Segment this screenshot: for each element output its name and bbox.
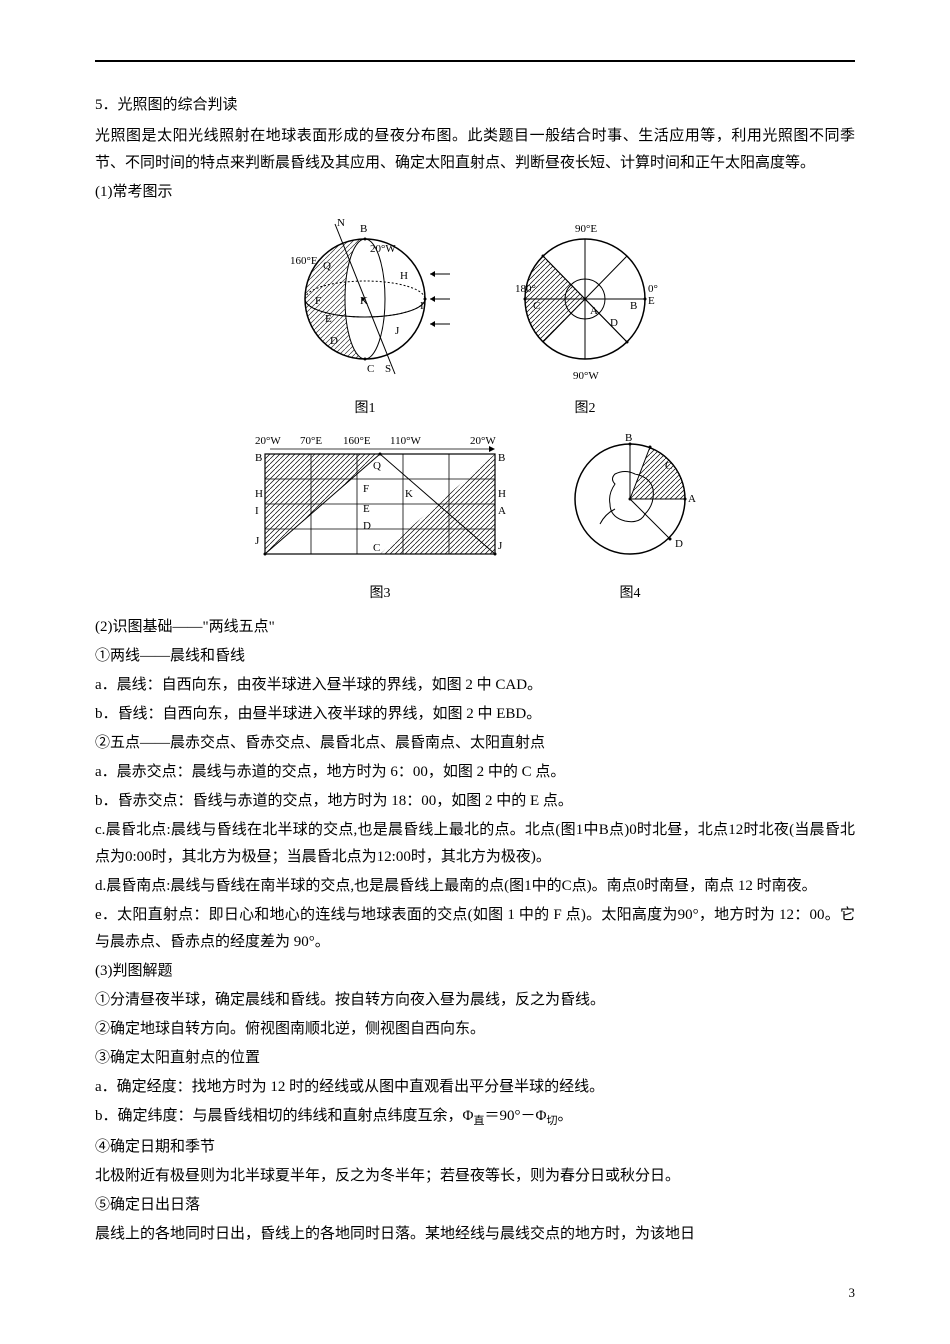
svg-text:160°E: 160°E	[290, 255, 318, 267]
svg-text:K: K	[405, 488, 413, 500]
svg-text:D: D	[330, 335, 338, 347]
svg-text:E: E	[363, 503, 370, 515]
svg-text:A: A	[688, 493, 696, 505]
step2: ②确定地球自转方向。俯视图南顺北逆，侧视图自西向东。	[95, 1016, 855, 1043]
step5: ⑤确定日出日落	[95, 1192, 855, 1219]
step5-text: 晨线上的各地同时日出，昏线上的各地同时日落。某地经线与晨线交点的地方时，为该地日	[95, 1221, 855, 1248]
svg-text:160°E: 160°E	[343, 435, 371, 447]
svg-text:J: J	[395, 325, 400, 337]
diagrams-row-1: N B 160°E Q H F K I E J D C S 20°W 图1	[95, 214, 855, 606]
section-5-intro: 光照图是太阳光线照射在地球表面形成的昼夜分布图。此类题目一般结合时事、生活应用等…	[95, 123, 855, 177]
svg-text:70°E: 70°E	[300, 435, 322, 447]
sub1-title: (1)常考图示	[95, 179, 855, 206]
svg-text:20°W: 20°W	[370, 243, 396, 255]
fig2-label: 图2	[495, 396, 675, 421]
svg-text:B: B	[498, 452, 505, 464]
step3b-suffix: 。	[557, 1108, 572, 1124]
sub2-title: (2)识图基础——"两线五点"	[95, 614, 855, 641]
figure-1: N B 160°E Q H F K I E J D C S 20°W 图1	[275, 214, 455, 421]
svg-text:H: H	[400, 270, 408, 282]
svg-text:B: B	[255, 452, 262, 464]
step3-b: b．确定纬度：与晨昏线相切的纬线和直射点纬度互余，Φ直＝90°－Φ切。	[95, 1103, 855, 1132]
step1: ①分清昼夜半球，确定晨线和昏线。按自转方向夜入昼为晨线，反之为昏线。	[95, 987, 855, 1014]
svg-text:A: A	[498, 505, 506, 517]
svg-text:B: B	[630, 300, 637, 312]
svg-text:Q: Q	[373, 460, 381, 472]
page-number: 3	[849, 1281, 856, 1304]
figure-3: 20°W 70°E 160°E 110°W 20°W B B Q H H F K…	[245, 429, 515, 606]
step3b-mid: ＝90°－Φ	[484, 1108, 546, 1124]
svg-text:J: J	[498, 540, 503, 552]
svg-text:180°: 180°	[515, 283, 536, 295]
line1-a: a．晨线：自西向东，由夜半球进入昼半球的界线，如图 2 中 CAD。	[95, 672, 855, 699]
svg-text:I: I	[420, 300, 424, 312]
svg-text:H: H	[255, 488, 263, 500]
figure-4: B C A D 图4	[555, 429, 705, 606]
fig1-label: 图1	[275, 396, 455, 421]
point-b: b．昏赤交点：昏线与赤道的交点，地方时为 18：00，如图 2 中的 E 点。	[95, 788, 855, 815]
svg-text:I: I	[255, 505, 259, 517]
figure-2: 90°E 180° 0° C A D B E 90°W 图2	[495, 214, 675, 421]
svg-text:C: C	[533, 300, 540, 312]
svg-text:110°W: 110°W	[390, 435, 421, 447]
step3b-sub2: 切	[546, 1115, 557, 1127]
svg-text:S: S	[385, 363, 391, 375]
point-c: c.晨昏北点:晨线与昏线在北半球的交点,也是晨昏线上最北的点。北点(图1中B点)…	[95, 817, 855, 871]
fig3-label: 图3	[245, 581, 515, 606]
point-e: e．太阳直射点：即日心和地心的连线与地球表面的交点(如图 1 中的 F 点)。太…	[95, 902, 855, 956]
svg-text:20°W: 20°W	[470, 435, 496, 447]
fig4-label: 图4	[555, 581, 705, 606]
svg-text:90°E: 90°E	[575, 223, 597, 235]
step3: ③确定太阳直射点的位置	[95, 1045, 855, 1072]
step3b-sub1: 直	[473, 1115, 484, 1127]
point5-title: ②五点——晨赤交点、昏赤交点、晨昏北点、晨昏南点、太阳直射点	[95, 730, 855, 757]
step4-text: 北极附近有极昼则为北半球夏半年，反之为冬半年；若昼夜等长，则为春分日或秋分日。	[95, 1163, 855, 1190]
svg-text:N: N	[337, 217, 345, 229]
svg-text:0°: 0°	[648, 283, 658, 295]
svg-text:D: D	[363, 520, 371, 532]
svg-text:C: C	[665, 460, 672, 472]
svg-text:F: F	[363, 483, 369, 495]
step4: ④确定日期和季节	[95, 1134, 855, 1161]
svg-text:C: C	[373, 542, 380, 554]
svg-text:D: D	[675, 538, 683, 550]
point-a: a．晨赤交点：晨线与赤道的交点，地方时为 6：00，如图 2 中的 C 点。	[95, 759, 855, 786]
step3b-prefix: b．确定纬度：与晨昏线相切的纬线和直射点纬度互余，Φ	[95, 1108, 473, 1124]
section-5-title: 5．光照图的综合判读	[95, 92, 855, 119]
svg-text:D: D	[610, 317, 618, 329]
step3-a: a．确定经度：找地方时为 12 时的经线或从图中直观看出平分昼半球的经线。	[95, 1074, 855, 1101]
top-border	[95, 60, 855, 62]
svg-text:90°W: 90°W	[573, 370, 599, 382]
svg-text:A: A	[590, 305, 598, 317]
sub3-title: (3)判图解题	[95, 958, 855, 985]
svg-text:K: K	[360, 295, 368, 307]
svg-text:E: E	[325, 313, 332, 325]
svg-text:J: J	[255, 535, 260, 547]
line1-title: ①两线——晨线和昏线	[95, 643, 855, 670]
svg-text:B: B	[625, 432, 632, 444]
line1-b: b．昏线：自西向东，由昼半球进入夜半球的界线，如图 2 中 EBD。	[95, 701, 855, 728]
point-d: d.晨昏南点:晨线与昏线在南半球的交点,也是晨昏线上最南的点(图1中的C点)。南…	[95, 873, 855, 900]
svg-text:E: E	[648, 295, 655, 307]
svg-text:F: F	[315, 295, 321, 307]
svg-text:Q: Q	[323, 260, 331, 272]
svg-text:C: C	[367, 363, 374, 375]
svg-text:B: B	[360, 223, 367, 235]
svg-text:20°W: 20°W	[255, 435, 281, 447]
svg-text:H: H	[498, 488, 506, 500]
